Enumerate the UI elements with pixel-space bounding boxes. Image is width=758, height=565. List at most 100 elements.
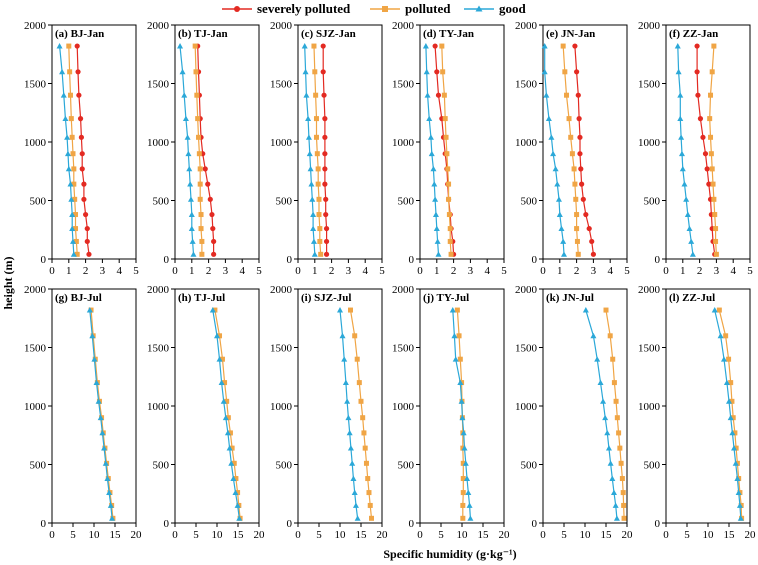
data-point-polluted (460, 460, 466, 466)
data-point-severe (79, 166, 85, 172)
data-point-good (60, 92, 67, 98)
data-point-good (305, 115, 312, 121)
data-point-good (686, 225, 693, 231)
data-point-polluted (726, 356, 732, 362)
data-point-good (732, 460, 739, 466)
y-tick-label: 0 (409, 518, 415, 530)
y-tick-label: 0 (164, 518, 170, 530)
data-point-good (541, 68, 548, 75)
data-point-good (451, 332, 458, 339)
data-point-severe (323, 225, 330, 232)
y-tick-label: 500 (276, 460, 293, 472)
data-point-good (434, 238, 441, 244)
data-point-polluted (460, 445, 466, 451)
data-point-polluted (713, 226, 719, 232)
data-point-polluted (444, 151, 450, 157)
data-point-good (188, 225, 195, 231)
y-tick-label: 2000 (638, 20, 661, 32)
panel-title: (c) SJZ-Jan (301, 28, 356, 40)
data-point-good (552, 165, 559, 172)
data-point-severe (322, 116, 328, 122)
data-point-good (459, 414, 466, 421)
y-tick-label: 1500 (515, 79, 538, 91)
series-line-polluted (562, 46, 579, 255)
data-point-good (70, 238, 76, 244)
series-line-severe (434, 46, 455, 255)
x-tick-label: 10 (580, 529, 592, 541)
x-tick-label: 4 (730, 265, 736, 277)
y-tick-label: 500 (644, 196, 661, 208)
series-line-polluted (214, 309, 241, 519)
data-point-severe (695, 92, 701, 98)
data-point-good (541, 43, 548, 49)
data-point-good (433, 225, 440, 231)
data-point-polluted (733, 445, 739, 451)
data-point-good (688, 238, 695, 244)
data-point-good (560, 238, 567, 244)
data-point-good (104, 475, 111, 481)
data-point-good (602, 414, 609, 421)
data-point-good (97, 414, 104, 421)
data-point-good (600, 398, 607, 404)
data-point-good (729, 429, 736, 436)
data-point-severe (578, 166, 584, 172)
data-point-severe (210, 225, 216, 232)
y-tick-label: 500 (153, 196, 170, 208)
data-point-good (723, 379, 730, 385)
data-point-good (555, 196, 562, 202)
series-line-good (452, 310, 471, 519)
data-point-good (731, 445, 738, 451)
x-tick-label: 3 (223, 265, 229, 277)
data-point-good (460, 429, 467, 436)
data-point-good (543, 92, 550, 98)
y-tick-label: 1000 (392, 401, 415, 413)
panel-frame (297, 288, 383, 524)
x-tick-label: 1 (189, 265, 195, 277)
data-point-severe (323, 196, 329, 202)
x-tick-label: 2 (574, 265, 580, 277)
data-point-severe (697, 116, 704, 122)
data-point-good (466, 502, 473, 508)
x-tick-label: 5 (379, 265, 385, 277)
data-point-polluted (574, 226, 580, 232)
y-tick-label: 1000 (515, 401, 538, 413)
y-axis-label: height (m) (1, 257, 15, 310)
data-point-good (612, 502, 619, 508)
data-point-good (613, 515, 620, 521)
y-tick-label: 1500 (24, 343, 47, 355)
x-tick-label: 2 (697, 265, 703, 277)
data-point-good (220, 398, 227, 404)
data-point-good (735, 489, 742, 495)
data-point-good (302, 68, 309, 75)
data-point-polluted (456, 333, 462, 339)
data-point-good (594, 356, 601, 362)
data-point-severe (321, 92, 327, 98)
y-tick-label: 0 (41, 254, 47, 266)
data-point-polluted (574, 238, 580, 244)
data-point-polluted (728, 380, 734, 386)
data-point-polluted (621, 502, 627, 508)
data-point-severe (207, 196, 213, 202)
data-point-good (432, 196, 439, 202)
data-point-good (64, 150, 71, 157)
data-point-good (307, 165, 314, 172)
data-point-good (550, 150, 557, 157)
data-point-good (185, 150, 192, 157)
y-tick-label: 1500 (24, 79, 47, 91)
x-tick-label: 4 (116, 265, 122, 277)
y-tick-label: 1000 (638, 401, 661, 413)
data-point-good (70, 251, 77, 257)
panel-7: (g) BJ-Jul 0 5 10 15 20 0 500 1000 1500 2000 (24, 284, 142, 541)
data-point-good (310, 211, 317, 217)
data-point-good (605, 445, 612, 451)
panel-title: (e) JN-Jan (546, 28, 595, 40)
data-point-polluted (198, 226, 204, 232)
data-point-good (607, 460, 614, 466)
data-point-polluted (68, 116, 74, 122)
data-point-polluted (352, 333, 358, 339)
x-tick-label: 5 (256, 265, 262, 277)
panel-frame (51, 24, 137, 260)
data-point-good (224, 429, 231, 436)
data-point-polluted (460, 476, 466, 482)
